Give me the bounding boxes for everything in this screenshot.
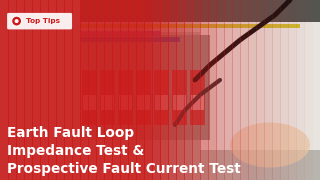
Bar (128, 0, 137, 180)
Bar (190, 70, 205, 125)
Bar (101, 95, 114, 110)
Bar (64, 0, 73, 180)
Bar (256, 0, 265, 180)
Bar (80, 0, 320, 22)
Bar (137, 95, 150, 110)
Bar (96, 0, 105, 180)
Text: Earth Fault Loop
Impedance Test &
Prospective Fault Current Test: Earth Fault Loop Impedance Test & Prospe… (7, 126, 241, 176)
Bar (160, 0, 169, 180)
Bar (176, 0, 185, 180)
Bar (40, 0, 49, 180)
Bar (200, 20, 320, 150)
Bar (136, 70, 151, 125)
Bar (120, 0, 129, 180)
Bar (172, 70, 187, 125)
Bar (192, 0, 201, 180)
Bar (88, 0, 97, 180)
Bar (232, 0, 241, 180)
Bar (80, 0, 89, 180)
Bar (112, 0, 121, 180)
Bar (191, 95, 204, 110)
Bar (56, 0, 65, 180)
Bar (32, 0, 41, 180)
Bar (304, 0, 313, 180)
Bar (80, 24, 300, 28)
Text: Top Tips: Top Tips (26, 18, 60, 24)
FancyBboxPatch shape (7, 13, 72, 29)
Bar (184, 0, 193, 180)
Bar (200, 0, 209, 180)
Bar (224, 0, 233, 180)
Bar (136, 0, 145, 180)
Bar (296, 0, 305, 180)
Bar (248, 0, 257, 180)
Bar (0, 0, 9, 180)
Bar (280, 0, 289, 180)
Ellipse shape (230, 123, 310, 168)
Circle shape (15, 19, 19, 23)
Bar (155, 95, 168, 110)
Bar (100, 70, 115, 125)
Bar (72, 0, 81, 180)
Bar (80, 31, 160, 36)
Bar (272, 0, 281, 180)
Bar (312, 0, 320, 180)
Bar (80, 35, 210, 140)
Bar (208, 0, 217, 180)
Bar (80, 0, 320, 32)
Bar (118, 70, 133, 125)
Circle shape (12, 16, 22, 26)
Bar (168, 0, 177, 180)
Bar (154, 70, 169, 125)
Bar (240, 0, 249, 180)
Bar (48, 0, 57, 180)
Bar (152, 0, 161, 180)
Bar (24, 0, 33, 180)
Bar (264, 0, 273, 180)
Bar (82, 70, 97, 125)
Bar (119, 95, 132, 110)
Bar (173, 95, 186, 110)
Bar (83, 95, 96, 110)
Bar (104, 0, 113, 180)
Bar (144, 0, 153, 180)
Bar (216, 0, 225, 180)
Bar (80, 37, 180, 42)
Bar (16, 0, 25, 180)
Bar (288, 0, 297, 180)
Bar (8, 0, 17, 180)
